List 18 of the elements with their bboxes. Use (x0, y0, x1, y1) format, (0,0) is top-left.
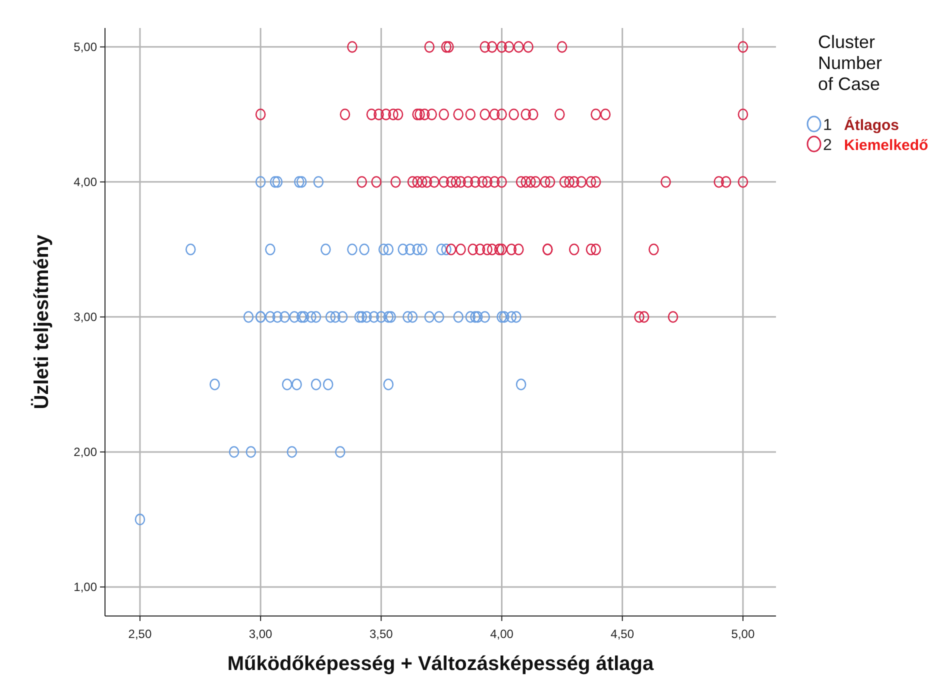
y-tick-label: 3,00 (74, 310, 98, 324)
legend-label: 1 (823, 117, 832, 134)
y-tick-label: 2,00 (74, 444, 98, 459)
y-tick-label: 5,00 (74, 40, 98, 54)
x-tick-label: 5,00 (731, 627, 755, 641)
y-axis-title: Üzleti teljesítmény (30, 234, 53, 410)
x-axis-title: Működőképesség + Változásképesség átlaga (227, 653, 655, 675)
x-tick-label: 3,00 (248, 627, 273, 641)
x-tick-label: 4,00 (490, 627, 514, 641)
x-tick-label: 3,50 (369, 627, 394, 641)
x-tick-label: 2,50 (128, 627, 152, 641)
y-tick-label: 4,00 (74, 174, 98, 189)
legend-label: 2 (823, 137, 832, 154)
y-tick-label: 1,00 (74, 580, 98, 594)
legend-title: Cluster Number of Case (818, 32, 882, 94)
text: Átlagos (844, 116, 900, 134)
x-tick-label: 4,50 (610, 627, 634, 641)
text: Kiemelkedő (844, 137, 928, 154)
